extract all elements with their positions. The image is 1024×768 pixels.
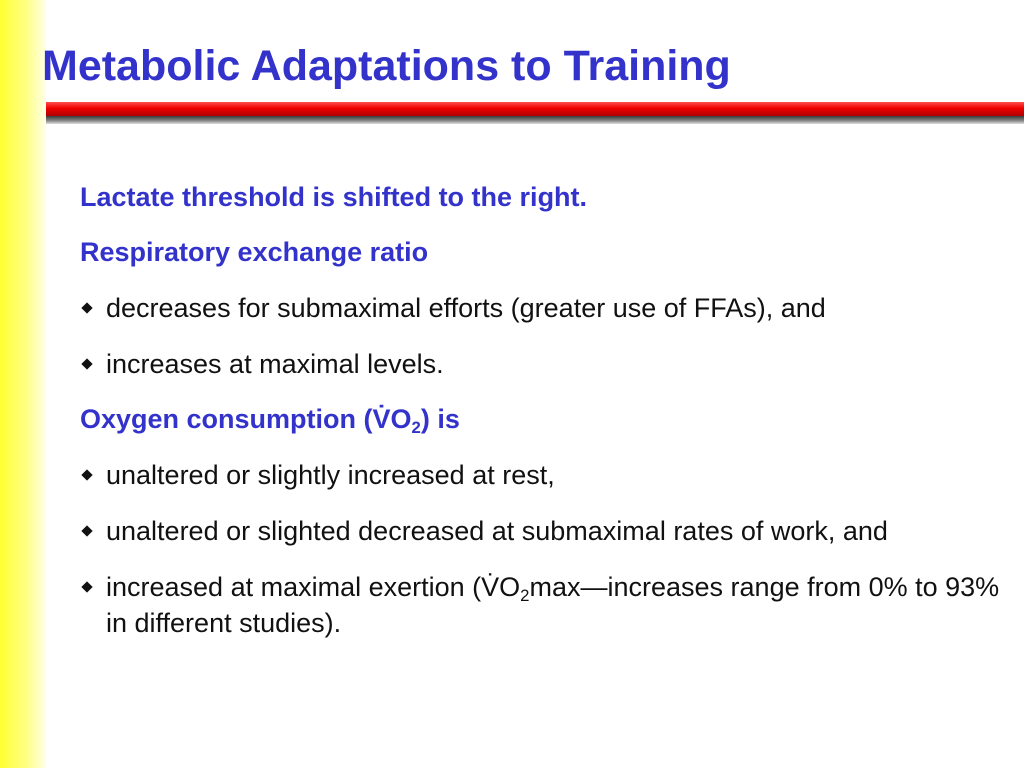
title-underline-shadow: [46, 116, 1024, 124]
bullet-text-post: max—increases range from 0% to 93% in di…: [106, 572, 1000, 638]
bullet-item: decreases for submaximal efforts (greate…: [80, 290, 1000, 326]
subscript-2: 2: [520, 586, 530, 606]
heading-text-post: ) is: [420, 404, 460, 434]
bullet-item: unaltered or slightly increased at rest,: [80, 457, 1000, 493]
heading-lactate-threshold: Lactate threshold is shifted to the righ…: [80, 182, 588, 212]
heading-text-pre: Oxygen consumption (V̇O: [80, 404, 412, 434]
heading-oxygen-consumption: Oxygen consumption (V̇O2) is: [80, 402, 1000, 436]
heading-respiratory-exchange-ratio: Respiratory exchange ratio: [80, 237, 429, 267]
diamond-bullet-icon: [81, 302, 93, 314]
subscript-2: 2: [411, 418, 421, 438]
bullet-text: increases at maximal levels.: [106, 349, 444, 379]
diamond-bullet-icon: [81, 358, 93, 370]
bullet-text: decreases for submaximal efforts (greate…: [106, 293, 826, 323]
title-underline-rule: [46, 102, 1024, 116]
bullet-item: increased at maximal exertion (V̇O2max—i…: [80, 569, 1000, 641]
bullet-item: increases at maximal levels.: [80, 346, 1000, 382]
diamond-bullet-icon: [81, 581, 93, 593]
slide-content: Lactate threshold is shifted to the righ…: [80, 180, 1000, 661]
bullet-item: unaltered or slighted decreased at subma…: [80, 513, 1000, 549]
diamond-bullet-icon: [81, 469, 93, 481]
diamond-bullet-icon: [81, 525, 93, 537]
bullet-text-pre: increased at maximal exertion (V̇O: [106, 572, 521, 602]
slide-title: Metabolic Adaptations to Training: [42, 42, 731, 90]
bullet-text: unaltered or slightly increased at rest,: [106, 460, 555, 490]
bullet-text: unaltered or slighted decreased at subma…: [106, 516, 888, 546]
left-yellow-band: [0, 0, 46, 768]
